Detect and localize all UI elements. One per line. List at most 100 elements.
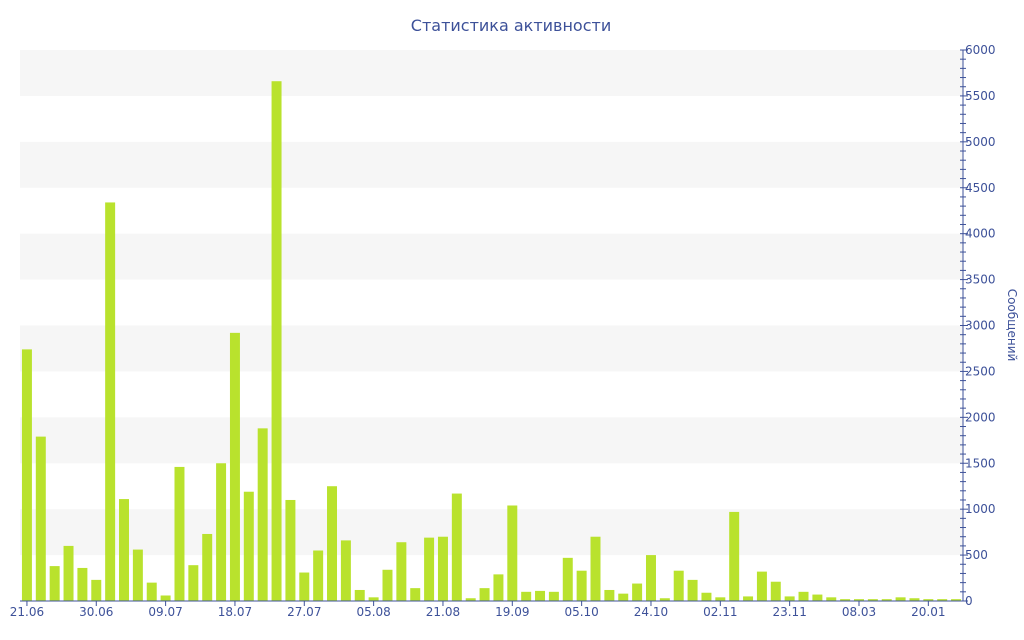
x-tick-label: 05.08 [356, 605, 390, 619]
x-tick-label: 20.01 [911, 605, 945, 619]
grid-band [20, 417, 963, 464]
bar[interactable] [590, 536, 601, 601]
chart-title: Статистика активности [411, 16, 611, 35]
bar[interactable] [632, 583, 643, 601]
y-tick-label: 3500 [965, 273, 996, 287]
bar[interactable] [132, 549, 143, 601]
bar[interactable] [951, 599, 962, 601]
background-bands [20, 50, 963, 556]
bar[interactable] [229, 332, 240, 601]
x-tick-label: 21.08 [426, 605, 460, 619]
bar[interactable] [854, 599, 864, 601]
bar[interactable] [909, 598, 920, 601]
y-tick-label: 0 [965, 594, 973, 608]
bar[interactable] [895, 597, 906, 601]
bar[interactable] [659, 598, 670, 601]
bar[interactable] [465, 598, 476, 601]
bar[interactable] [923, 599, 934, 601]
bar[interactable] [77, 567, 88, 601]
bar[interactable] [535, 590, 546, 601]
bar[interactable] [645, 555, 656, 601]
bar[interactable] [243, 491, 254, 601]
bar[interactable] [479, 588, 490, 601]
bar[interactable] [812, 594, 823, 601]
x-tick-label: 24.10 [634, 605, 668, 619]
bar[interactable] [701, 592, 712, 601]
grid-band [20, 141, 963, 188]
bar[interactable] [368, 597, 379, 601]
bar-series [21, 81, 962, 602]
x-axis: 21.06 30.06 09.07 18.07 27.07 05.08 21.08 19.09… [10, 600, 963, 619]
bar[interactable] [63, 545, 74, 601]
bar[interactable] [867, 599, 878, 601]
y-tick-label: 4500 [965, 181, 996, 195]
bar[interactable] [437, 536, 448, 601]
y-axis: 0 500 1000 1500 2000 2500 3000 3500 4000 4500 5000… [960, 43, 996, 608]
x-tick-label: 30.06 [79, 605, 113, 619]
bar[interactable] [410, 588, 421, 601]
bar[interactable] [382, 569, 393, 601]
bar[interactable] [35, 436, 46, 601]
y-tick-label: 3000 [965, 319, 996, 333]
bar[interactable] [521, 591, 532, 601]
bar[interactable] [715, 597, 726, 601]
bar[interactable] [770, 581, 781, 601]
bar[interactable] [618, 593, 629, 601]
x-tick-label: 21.06 [10, 605, 44, 619]
bar[interactable] [507, 505, 518, 601]
grid-band [20, 233, 963, 280]
bar[interactable] [396, 542, 407, 601]
bar[interactable] [756, 571, 767, 601]
bar[interactable] [49, 566, 60, 601]
bar[interactable] [91, 579, 102, 601]
bar[interactable] [576, 570, 587, 601]
bar[interactable] [285, 499, 296, 601]
bar[interactable] [881, 599, 892, 601]
bar[interactable] [729, 511, 740, 601]
bar[interactable] [424, 537, 435, 601]
x-tick-label: 18.07 [218, 605, 252, 619]
bar[interactable] [493, 574, 504, 601]
bar[interactable] [216, 463, 227, 601]
bar[interactable] [146, 582, 157, 601]
bar[interactable] [188, 565, 199, 601]
bar[interactable] [257, 428, 268, 601]
bar[interactable] [687, 579, 698, 601]
bar[interactable] [743, 596, 754, 601]
bar[interactable] [160, 595, 171, 601]
x-tick-label: 27.07 [287, 605, 321, 619]
bar[interactable] [840, 599, 851, 601]
bar[interactable] [604, 589, 615, 601]
y-tick-label: 1000 [965, 502, 996, 516]
bar[interactable] [299, 572, 310, 601]
y-tick-label: 5500 [965, 89, 996, 103]
bar[interactable] [937, 599, 948, 601]
bar[interactable] [354, 589, 365, 601]
bar[interactable] [271, 81, 282, 602]
bar[interactable] [673, 570, 684, 601]
bar[interactable] [798, 591, 809, 601]
bar[interactable] [327, 486, 338, 601]
grid-band [20, 509, 963, 556]
bar[interactable] [562, 557, 573, 601]
x-tick-label: 08.03 [842, 605, 876, 619]
bar[interactable] [548, 591, 559, 601]
bar[interactable] [105, 202, 116, 601]
x-tick-label: 05.10 [564, 605, 598, 619]
bar[interactable] [174, 466, 185, 601]
y-tick-label: 5000 [965, 135, 996, 149]
x-tick-label: 19.09 [495, 605, 529, 619]
bar[interactable] [784, 596, 795, 601]
bar[interactable] [202, 533, 213, 601]
bar[interactable] [313, 550, 324, 601]
bar[interactable] [451, 493, 462, 601]
y-tick-label: 4000 [965, 227, 996, 241]
bar[interactable] [119, 499, 129, 601]
bar[interactable] [340, 540, 351, 601]
bar[interactable] [826, 597, 837, 601]
y-tick-label: 500 [965, 548, 988, 562]
x-tick-label: 02.11 [703, 605, 737, 619]
bar[interactable] [21, 349, 32, 601]
